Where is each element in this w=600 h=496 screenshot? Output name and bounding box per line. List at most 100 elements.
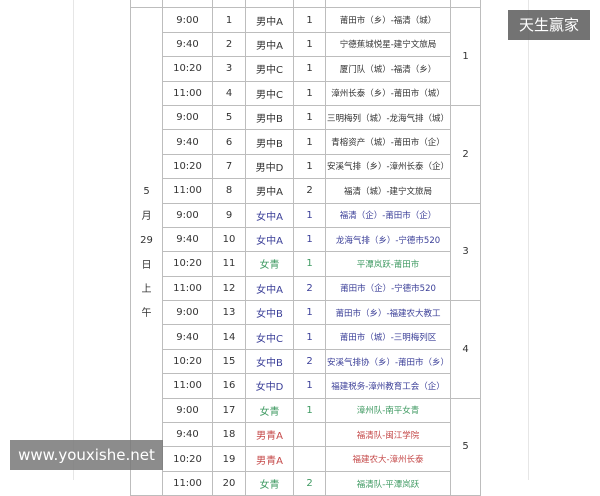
time-cell: 9:40 (162, 129, 213, 155)
time-cell: 9:40 (162, 324, 213, 350)
time-cell: 11:00 (162, 373, 213, 399)
round-cell: 1 (293, 373, 326, 399)
time-cell: 10:20 (162, 348, 213, 375)
match-cell: 莆田市（城）-三明梅列区 (325, 324, 451, 350)
match-number-cell: 6 (212, 129, 246, 155)
time-cell: 10:20 (162, 446, 213, 472)
table-row: 10:20 7 男中D 1 安溪气排（乡）-漳州长泰（企） (131, 153, 481, 180)
match-cell: 福清队-平潭岚跃 (325, 470, 451, 496)
match-cell: 安溪气排协（乡）-莆田市（乡） (325, 348, 451, 375)
match-number-cell: 5 (212, 104, 246, 131)
match-cell: 青榕资产（城）-莆田市（企） (325, 129, 451, 155)
match-cell: 厦门队（城）-福清（乡） (325, 56, 451, 82)
match-cell: 安溪气排（乡）-漳州长泰（企） (325, 153, 451, 180)
time-cell: 11:00 (162, 470, 213, 496)
group-cell: 男中B (245, 104, 294, 131)
match-cell: 福建农大-漳州长泰 (325, 446, 451, 472)
match-number-cell: 20 (212, 470, 246, 496)
time-cell: 9:00 (162, 104, 213, 131)
round-cell: 1 (293, 202, 326, 228)
date-char: 29 (140, 235, 153, 247)
watermark-bottom: www.youxishe.net (10, 440, 163, 470)
group-cell: 女中B (245, 300, 294, 326)
group-cell: 男青A (245, 446, 294, 472)
round-cell: 1 (293, 104, 326, 131)
match-number-cell: 9 (212, 202, 246, 228)
table-row: 10:20 15 女中B 2 安溪气排协（乡）-莆田市（乡） (131, 348, 481, 375)
round-cell: 2 (293, 275, 326, 302)
group-cell: 女青 (245, 397, 294, 424)
table-row: 9:00 17 女青 1 漳州队-南平女青 5 (131, 397, 481, 496)
group-cell: 男青A (245, 422, 294, 448)
match-cell: 福建税务-漳州教育工会（企） (325, 373, 451, 399)
group-cell: 女中A (245, 202, 294, 228)
match-number-cell: 1 (212, 7, 246, 33)
time-cell: 9:40 (162, 422, 213, 448)
round-cell: 1 (293, 324, 326, 350)
table-row: 11:00 4 男中C 1 漳州长泰（乡）-莆田市（城） (131, 80, 481, 106)
group-cell: 女青 (245, 251, 294, 277)
date-char: 5 (143, 186, 150, 198)
table-row: 11:00 16 女中D 1 福建税务-漳州教育工会（企） (131, 373, 481, 399)
table-row: 11:00 20 女青 2 福清队-平潭岚跃 (131, 470, 481, 496)
match-cell: 宁德蕉城悦星-建宁文旅局 (325, 31, 451, 58)
table-row: 11:00 8 男中A 2 福清（城）-建宁文旅局 (131, 178, 481, 204)
date-char: 上 (141, 284, 152, 296)
group-cell: 女中A (245, 226, 294, 253)
time-cell: 10:20 (162, 251, 213, 277)
match-number-cell: 16 (212, 373, 246, 399)
court-cell: 2 (450, 104, 481, 204)
court-cell: 4 (450, 300, 481, 399)
match-number-cell: 15 (212, 348, 246, 375)
time-cell: 11:00 (162, 80, 213, 106)
round-cell: 2 (293, 470, 326, 496)
schedule-table: 5 月 29 日上午 9:00 1 男中A 1 莆田市（乡）-福清（城） 1 9:40 2 男中A 1 宁德… (130, 0, 481, 496)
time-cell: 9:00 (162, 397, 213, 424)
round-cell: 1 (293, 300, 326, 326)
match-number-cell: 3 (212, 56, 246, 82)
court-cell: 3 (450, 202, 481, 302)
group-cell: 男中A (245, 31, 294, 58)
match-number-cell: 17 (212, 397, 246, 424)
round-cell: 1 (293, 31, 326, 58)
time-cell: 9:00 (162, 300, 213, 326)
match-cell: 莆田市（企）-宁德市520 (325, 275, 451, 302)
time-cell: 11:00 (162, 178, 213, 204)
match-number-cell: 12 (212, 275, 246, 302)
match-number-cell: 4 (212, 80, 246, 106)
table-row: 9:40 18 男青A 福清队-闽江学院 (131, 422, 481, 448)
group-cell: 男中B (245, 129, 294, 155)
round-cell: 1 (293, 56, 326, 82)
table-row: 10:20 11 女青 1 平潭岚跃-莆田市 (131, 251, 481, 277)
group-cell: 男中C (245, 56, 294, 82)
table-row: 10:20 3 男中C 1 厦门队（城）-福清（乡） (131, 56, 481, 82)
date-char: 月 (141, 210, 152, 222)
match-cell: 福清（城）-建宁文旅局 (325, 178, 451, 204)
round-cell: 1 (293, 7, 326, 33)
match-cell: 莆田市（乡）-福建农大教工 (325, 300, 451, 326)
match-number-cell: 19 (212, 446, 246, 472)
table-row: 9:40 2 男中A 1 宁德蕉城悦星-建宁文旅局 (131, 31, 481, 58)
round-cell: 1 (293, 129, 326, 155)
group-cell: 女中D (245, 373, 294, 399)
header-row (130, 0, 481, 9)
group-cell: 女中B (245, 348, 294, 375)
time-cell: 9:40 (162, 226, 213, 253)
date-cell: 5 月 29 日上午 (130, 7, 163, 496)
table-row: 9:40 10 女中A 1 龙海气排（乡）-宁德市520 (131, 226, 481, 253)
match-cell: 福清队-闽江学院 (325, 422, 451, 448)
table-row: 9:00 5 男中B 1 三明梅列（城）-龙海气排（城） 2 (131, 104, 481, 204)
match-cell: 三明梅列（城）-龙海气排（城） (325, 104, 451, 131)
match-number-cell: 11 (212, 251, 246, 277)
time-cell: 10:20 (162, 56, 213, 82)
round-cell: 2 (293, 348, 326, 375)
match-number-cell: 10 (212, 226, 246, 253)
match-number-cell: 7 (212, 153, 246, 180)
time-cell: 9:00 (162, 7, 213, 33)
table-row: 9:00 9 女中A 1 福清（企）-莆田市（企） 3 (131, 202, 481, 302)
time-cell: 11:00 (162, 275, 213, 302)
match-cell: 漳州队-南平女青 (325, 397, 451, 424)
match-cell: 龙海气排（乡）-宁德市520 (325, 226, 451, 253)
date-char: 午 (141, 308, 152, 320)
table-row: 11:00 12 女中A 2 莆田市（企）-宁德市520 (131, 275, 481, 302)
